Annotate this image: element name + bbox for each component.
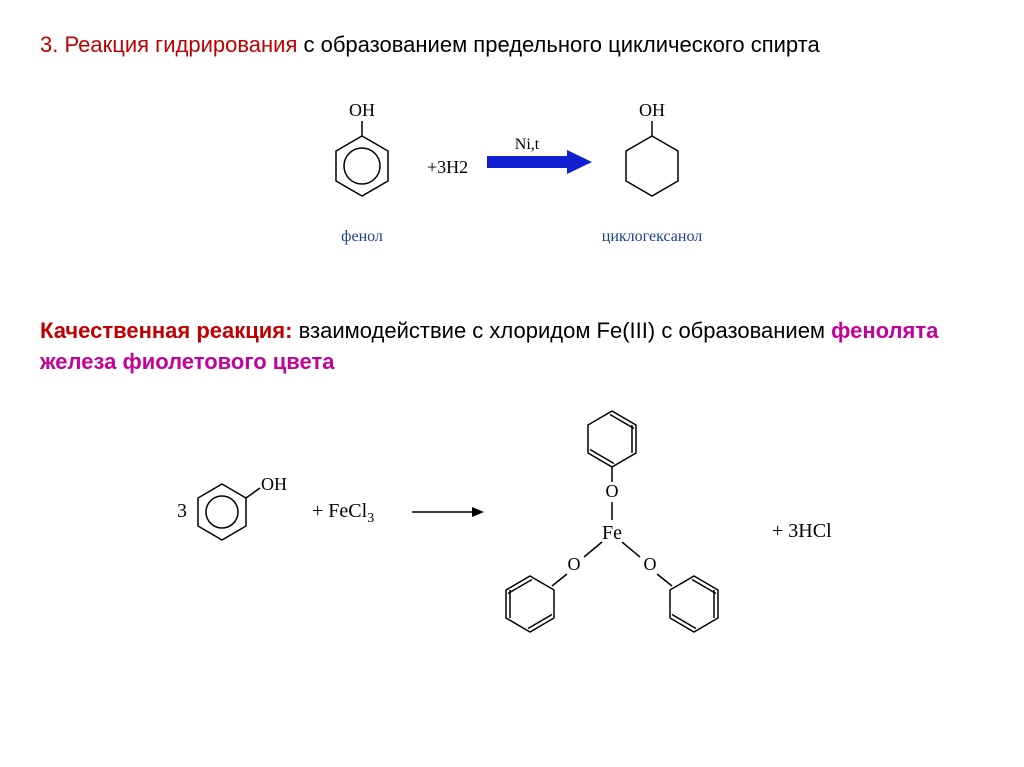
- heading-rest: с образованием предельного циклического …: [297, 32, 819, 57]
- o-top: O: [606, 481, 619, 501]
- phenol-oh: OH: [349, 100, 375, 120]
- cyclohexanol-oh: OH: [639, 100, 665, 120]
- qual-label: Качественная реакция:: [40, 318, 292, 343]
- qual-text1: взаимодействие с хлоридом Fe(III) с обра…: [292, 318, 831, 343]
- o-right: O: [644, 554, 657, 574]
- coef-3: 3: [177, 500, 187, 522]
- phenol2-oh: OH: [261, 474, 287, 494]
- reaction-arrow: Ni,t: [487, 136, 592, 174]
- heading-red-part: 3. Реакция гидрирования: [40, 32, 297, 57]
- arrow-label: Ni,t: [515, 136, 540, 153]
- section-heading: 3. Реакция гидрирования с образованием п…: [40, 30, 984, 61]
- cyclohexanol-label: циклогексанол: [602, 228, 702, 245]
- qualitative-heading: Качественная реакция: взаимодействие с х…: [40, 316, 984, 378]
- fe-label: Fe: [602, 522, 622, 544]
- reaction1-svg: OH фенол +3H2 Ni,t OH циклогексанол: [302, 91, 722, 261]
- fecl3-reaction: 3 OH + FeCl3 Fe O O: [40, 397, 984, 662]
- o-left: O: [568, 554, 581, 574]
- phenol-structure: OH: [336, 100, 388, 196]
- reaction2-arrow-head: [472, 507, 484, 517]
- plus-3hcl: + 3HCl: [772, 520, 832, 542]
- phenol-2: OH: [198, 474, 287, 540]
- reaction2-svg: 3 OH + FeCl3 Fe O O: [152, 397, 872, 657]
- cyclohexanol-structure: OH: [626, 100, 678, 196]
- iron-phenolate: Fe O O O: [506, 411, 718, 632]
- phenol-label: фенол: [341, 228, 383, 245]
- plus-fecl3: + FeCl3: [312, 500, 374, 526]
- hydrogenation-reaction: OH фенол +3H2 Ni,t OH циклогексанол: [40, 91, 984, 266]
- reagent-h2: +3H2: [427, 157, 468, 177]
